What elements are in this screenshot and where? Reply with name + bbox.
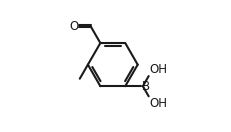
Text: OH: OH bbox=[149, 63, 166, 76]
Text: O: O bbox=[69, 20, 78, 33]
Text: B: B bbox=[141, 80, 149, 93]
Text: OH: OH bbox=[149, 97, 166, 110]
